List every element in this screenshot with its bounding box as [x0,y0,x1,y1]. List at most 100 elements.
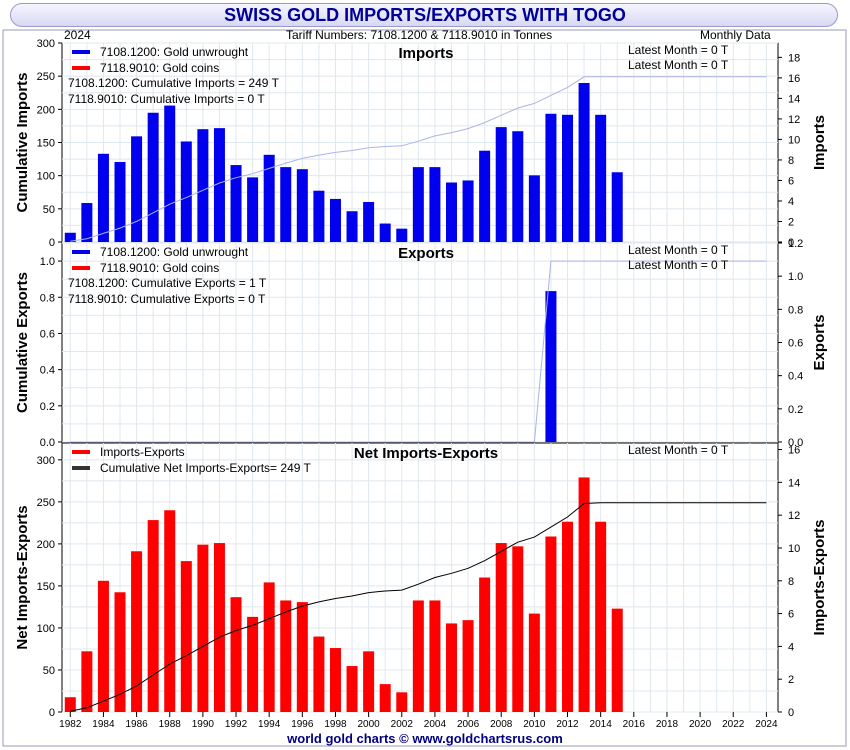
x-axis-tick-label: 2002 [391,719,414,730]
imports-bar [97,153,109,242]
net-left-tick-label: 100 [37,623,55,635]
imports-right-axis-title: Imports [811,115,828,170]
x-axis-tick-label: 2020 [689,719,712,730]
exports-right-tick-label: 0.2 [788,404,803,416]
imports-right-tick-label: 0 [788,237,794,249]
net-panel-title: Net Imports-Exports [354,445,498,462]
net-right-tick-label: 10 [788,543,800,555]
net-left-tick-label: 300 [37,455,55,467]
imports-panel-title: Imports [398,45,453,62]
imports-bar [296,169,308,242]
x-axis-tick-label: 1982 [59,719,82,730]
title-banner: SWISS GOLD IMPORTS/EXPORTS WITH TOGO [0,0,850,30]
imports-bar [429,167,441,242]
net-right-tick-label: 12 [788,510,800,522]
exports-right-tick-label: 1.0 [788,271,803,283]
imports-bar [379,223,391,242]
net-bar [363,651,375,712]
net-bar [97,580,109,712]
exports-legend-swatch [72,250,90,254]
imports-bar [313,190,325,242]
x-axis-tick-label: 1998 [324,719,347,730]
x-axis-tick-label: 1992 [225,719,248,730]
title-banner-box [10,3,838,27]
x-axis-tick-label: 2022 [722,719,745,730]
imports-bar [131,136,143,242]
imports-bar [396,228,408,242]
imports-legend-swatch [72,50,90,54]
x-axis-tick-label: 2018 [656,719,679,730]
x-axis-tick-label: 1990 [192,719,215,730]
imports-bar [164,105,176,242]
net-bar [329,648,341,712]
imports-bar [81,203,93,242]
exports-latest-month: Latest Month = 0 T [628,258,729,272]
x-axis-tick-label: 1986 [125,719,148,730]
imports-bar [528,175,540,242]
imports-right-tick-label: 14 [788,93,800,105]
imports-bar [263,154,275,242]
imports-bar [213,128,225,242]
exports-left-tick-label: 0.8 [40,292,55,304]
imports-left-tick-label: 0 [49,237,55,249]
net-bar [280,600,292,712]
net-bar [81,651,93,712]
x-axis-tick-label: 2006 [457,719,480,730]
net-bar [131,551,143,712]
imports-bar [412,167,424,242]
imports-bar [64,232,76,242]
net-left-tick-label: 150 [37,581,55,593]
imports-latest-month: Latest Month = 0 T [628,43,729,57]
x-axis-tick-label: 2024 [755,719,778,730]
x-axis-tick-label: 1984 [92,719,115,730]
net-left-tick-label: 250 [37,497,55,509]
net-bar [313,636,325,712]
exports-bar [545,291,557,442]
net-right-tick-label: 16 [788,445,800,457]
net-bar [429,600,441,712]
imports-right-tick-label: 8 [788,155,794,167]
exports-plot-area [61,242,779,443]
exports-right-tick-label: 1.2 [788,238,803,250]
imports-right-tick-label: 12 [788,114,800,126]
exports-left-axis-title: Cumulative Exports [14,272,31,413]
footer-credit: world gold charts © www.goldchartsrus.co… [287,731,563,746]
exports-left-tick-label: 0.4 [40,365,55,377]
net-bar [595,521,607,712]
exports-right-tick-label: 0.0 [788,437,803,449]
x-axis-tick-label: 2008 [490,719,513,730]
tariff-label: Tariff Numbers: 7108.1200 & 7118.9010 in… [286,28,553,42]
imports-right-tick-label: 10 [788,134,800,146]
exports-left-tick-label: 1.0 [40,256,55,268]
imports-note: 7108.1200: Cumulative Imports = 249 T [68,76,280,90]
imports-bar [280,167,292,242]
imports-legend-swatch [72,66,90,70]
exports-left-tick-label: 0.0 [40,437,55,449]
net-bar [164,510,176,712]
x-axis-tick-label: 2000 [357,719,380,730]
year-label: 2024 [64,28,91,42]
imports-bar [445,182,457,242]
net-bar [379,684,391,712]
net-bar [562,521,574,712]
exports-latest-month: Latest Month = 0 T [628,243,729,257]
imports-left-tick-label: 300 [37,38,55,50]
imports-bar [197,129,209,242]
net-bar [197,544,209,712]
imports-bar [114,161,126,242]
imports-bar [545,113,557,242]
net-bar [462,620,474,712]
net-bar [346,666,358,712]
net-legend-label: Cumulative Net Imports-Exports= 249 T [100,461,312,475]
net-bar [578,477,590,712]
imports-bar [346,211,358,242]
exports-left-tick-label: 0.2 [40,401,55,413]
x-axis-tick-label: 2012 [556,719,579,730]
imports-bar [578,83,590,242]
imports-bar [329,198,341,242]
net-legend-swatch [72,450,90,454]
net-bar [412,600,424,712]
net-right-tick-label: 0 [788,707,794,719]
exports-cumulative-line [70,260,767,443]
